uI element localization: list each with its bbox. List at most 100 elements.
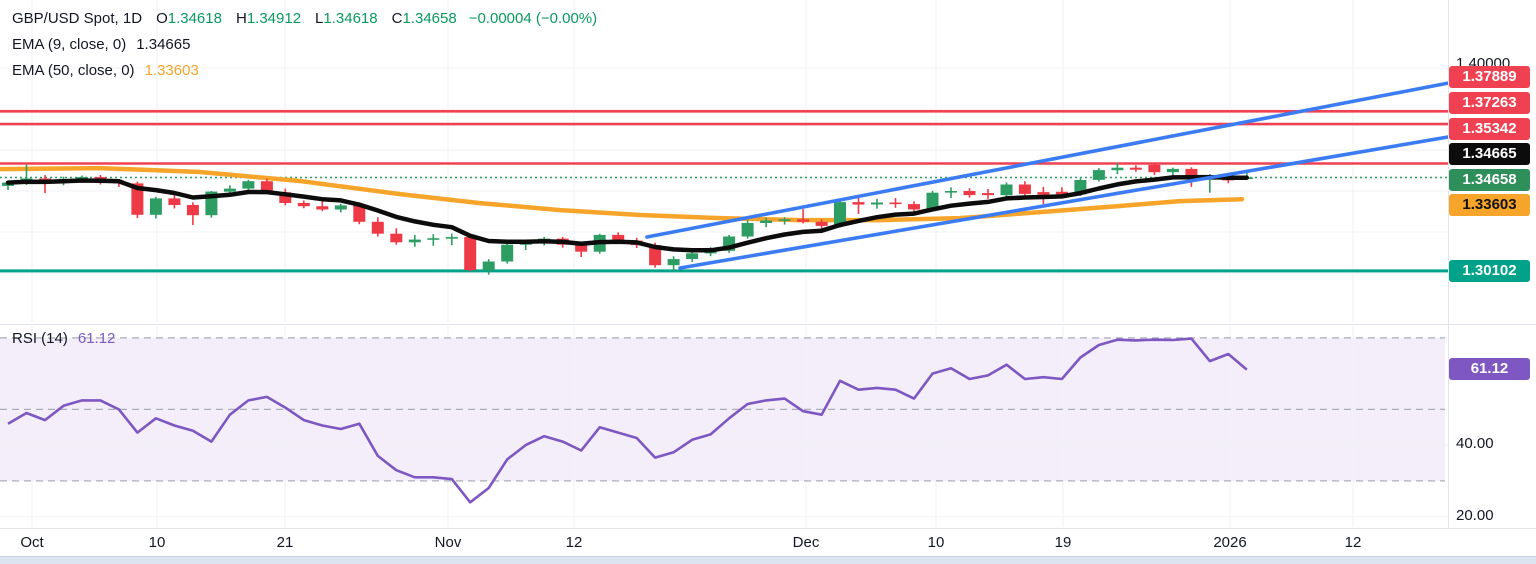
ema9-line[interactable]	[5, 174, 1250, 253]
time-tick-label: Dec	[792, 534, 820, 551]
ema50-row[interactable]: EMA (50, close, 0) 1.33603	[12, 58, 597, 84]
candle	[1148, 164, 1161, 173]
axis-price-badge: 1.35342	[1449, 118, 1530, 140]
candle	[353, 205, 366, 222]
candle	[390, 233, 403, 243]
candle	[686, 253, 699, 259]
close-value: 1.34658	[402, 10, 457, 27]
close-label: C	[391, 10, 403, 27]
candle	[1092, 170, 1105, 180]
candle	[279, 192, 292, 203]
candle	[871, 202, 883, 205]
time-tick-label: 12	[565, 534, 583, 551]
candle	[371, 221, 384, 234]
ema9-row[interactable]: EMA (9, close, 0) 1.34665	[12, 32, 597, 58]
high-value: 1.34912	[246, 10, 302, 27]
ema9-label: EMA (9, close, 0)	[12, 36, 127, 53]
candle	[1166, 168, 1179, 173]
candle	[612, 234, 625, 241]
candle	[131, 183, 144, 215]
candle	[1111, 167, 1124, 171]
price-axis[interactable]: 1.40000 1.37889 1.37263 1.35342 1.34665 1.346…	[1448, 0, 1536, 529]
candle	[1018, 184, 1031, 194]
trendline-lower[interactable]	[678, 135, 1450, 270]
candle	[1129, 167, 1142, 170]
candle	[852, 202, 865, 205]
axis-price-badge: 1.30102	[1449, 260, 1530, 282]
ema9-value: 1.34665	[136, 36, 191, 53]
time-tick-label: 21	[276, 534, 294, 551]
ema50-value: 1.33603	[144, 62, 199, 79]
time-tick-label: Nov	[434, 534, 462, 551]
candle	[186, 205, 199, 216]
rsi-panel-canvas[interactable]	[0, 325, 1536, 529]
panel-separator[interactable]	[0, 324, 1536, 325]
time-tick-label: 10	[148, 534, 166, 551]
price-panel-canvas[interactable]	[0, 0, 1536, 324]
candle	[464, 237, 477, 271]
candle	[316, 206, 329, 210]
axis-price-badge: 1.33603	[1449, 194, 1530, 216]
time-tick-label: 12	[1344, 534, 1362, 551]
candle	[649, 245, 662, 266]
candle	[667, 259, 680, 266]
change-value: −0.00004 (−0.00%)	[468, 10, 598, 27]
ema50-line[interactable]	[0, 165, 1245, 223]
candle	[797, 219, 810, 222]
candle	[1000, 184, 1013, 196]
price-axis-separator	[1448, 0, 1449, 529]
candle	[223, 188, 236, 192]
candle	[1037, 192, 1050, 195]
time-axis[interactable]: Oct 10 21 Nov 12 Dec 10 19 2026 12	[0, 529, 1536, 556]
candle	[260, 181, 273, 193]
rsi-legend[interactable]: RSI (14) 61.12	[12, 330, 115, 347]
low-label: L	[315, 10, 324, 27]
candle	[334, 205, 347, 210]
symbol-ohlc-row: GBP/USD Spot, 1D O1.34618 H1.34912 L1.34618…	[12, 6, 597, 32]
candle	[945, 191, 957, 193]
candle	[482, 261, 495, 271]
axis-price-badge: 1.34665	[1449, 143, 1530, 165]
high-label: H	[235, 10, 247, 27]
candle	[778, 219, 791, 221]
trendline-upper[interactable]	[645, 81, 1450, 239]
time-axis-separator	[0, 528, 1536, 529]
axis-label: 20.00	[1456, 507, 1494, 524]
candle	[963, 191, 976, 196]
candle	[741, 223, 754, 237]
candle	[815, 221, 828, 226]
time-tick-label: 19	[1054, 534, 1072, 551]
low-value: 1.34618	[323, 10, 378, 27]
axis-price-badge: 1.37263	[1449, 92, 1530, 114]
rsi-value: 61.12	[77, 330, 116, 347]
candle	[168, 198, 181, 205]
candle	[408, 239, 421, 243]
candle	[149, 198, 162, 215]
candle	[242, 181, 255, 189]
rsi-grid	[0, 325, 1448, 527]
axis-price-badge: 1.34658	[1449, 169, 1530, 191]
time-tick-label: 2026	[1213, 534, 1247, 551]
rsi-line[interactable]	[7, 337, 1248, 504]
time-tick-label: 10	[927, 534, 945, 551]
symbol-title[interactable]: GBP/USD Spot, 1D	[12, 10, 143, 27]
candle	[834, 202, 846, 226]
candle	[1055, 191, 1068, 195]
candle	[445, 237, 458, 239]
ema50-label: EMA (50, close, 0)	[12, 62, 135, 79]
open-value: 1.34618	[167, 10, 222, 27]
axis-label: 40.00	[1456, 435, 1494, 452]
axis-price-badge: 61.12	[1449, 358, 1530, 380]
bottom-scrollbar[interactable]	[0, 556, 1536, 564]
candle	[427, 238, 440, 240]
candle	[575, 244, 588, 252]
candle	[1185, 168, 1198, 177]
candle	[982, 193, 994, 196]
candle	[501, 244, 514, 262]
candle	[297, 202, 310, 207]
symbol-legend[interactable]: GBP/USD Spot, 1D O1.34618 H1.34912 L1.34618…	[12, 6, 597, 84]
resistance-lines[interactable]	[0, 110, 1448, 165]
candle	[889, 202, 902, 205]
candle	[926, 192, 939, 210]
candle	[76, 177, 88, 179]
